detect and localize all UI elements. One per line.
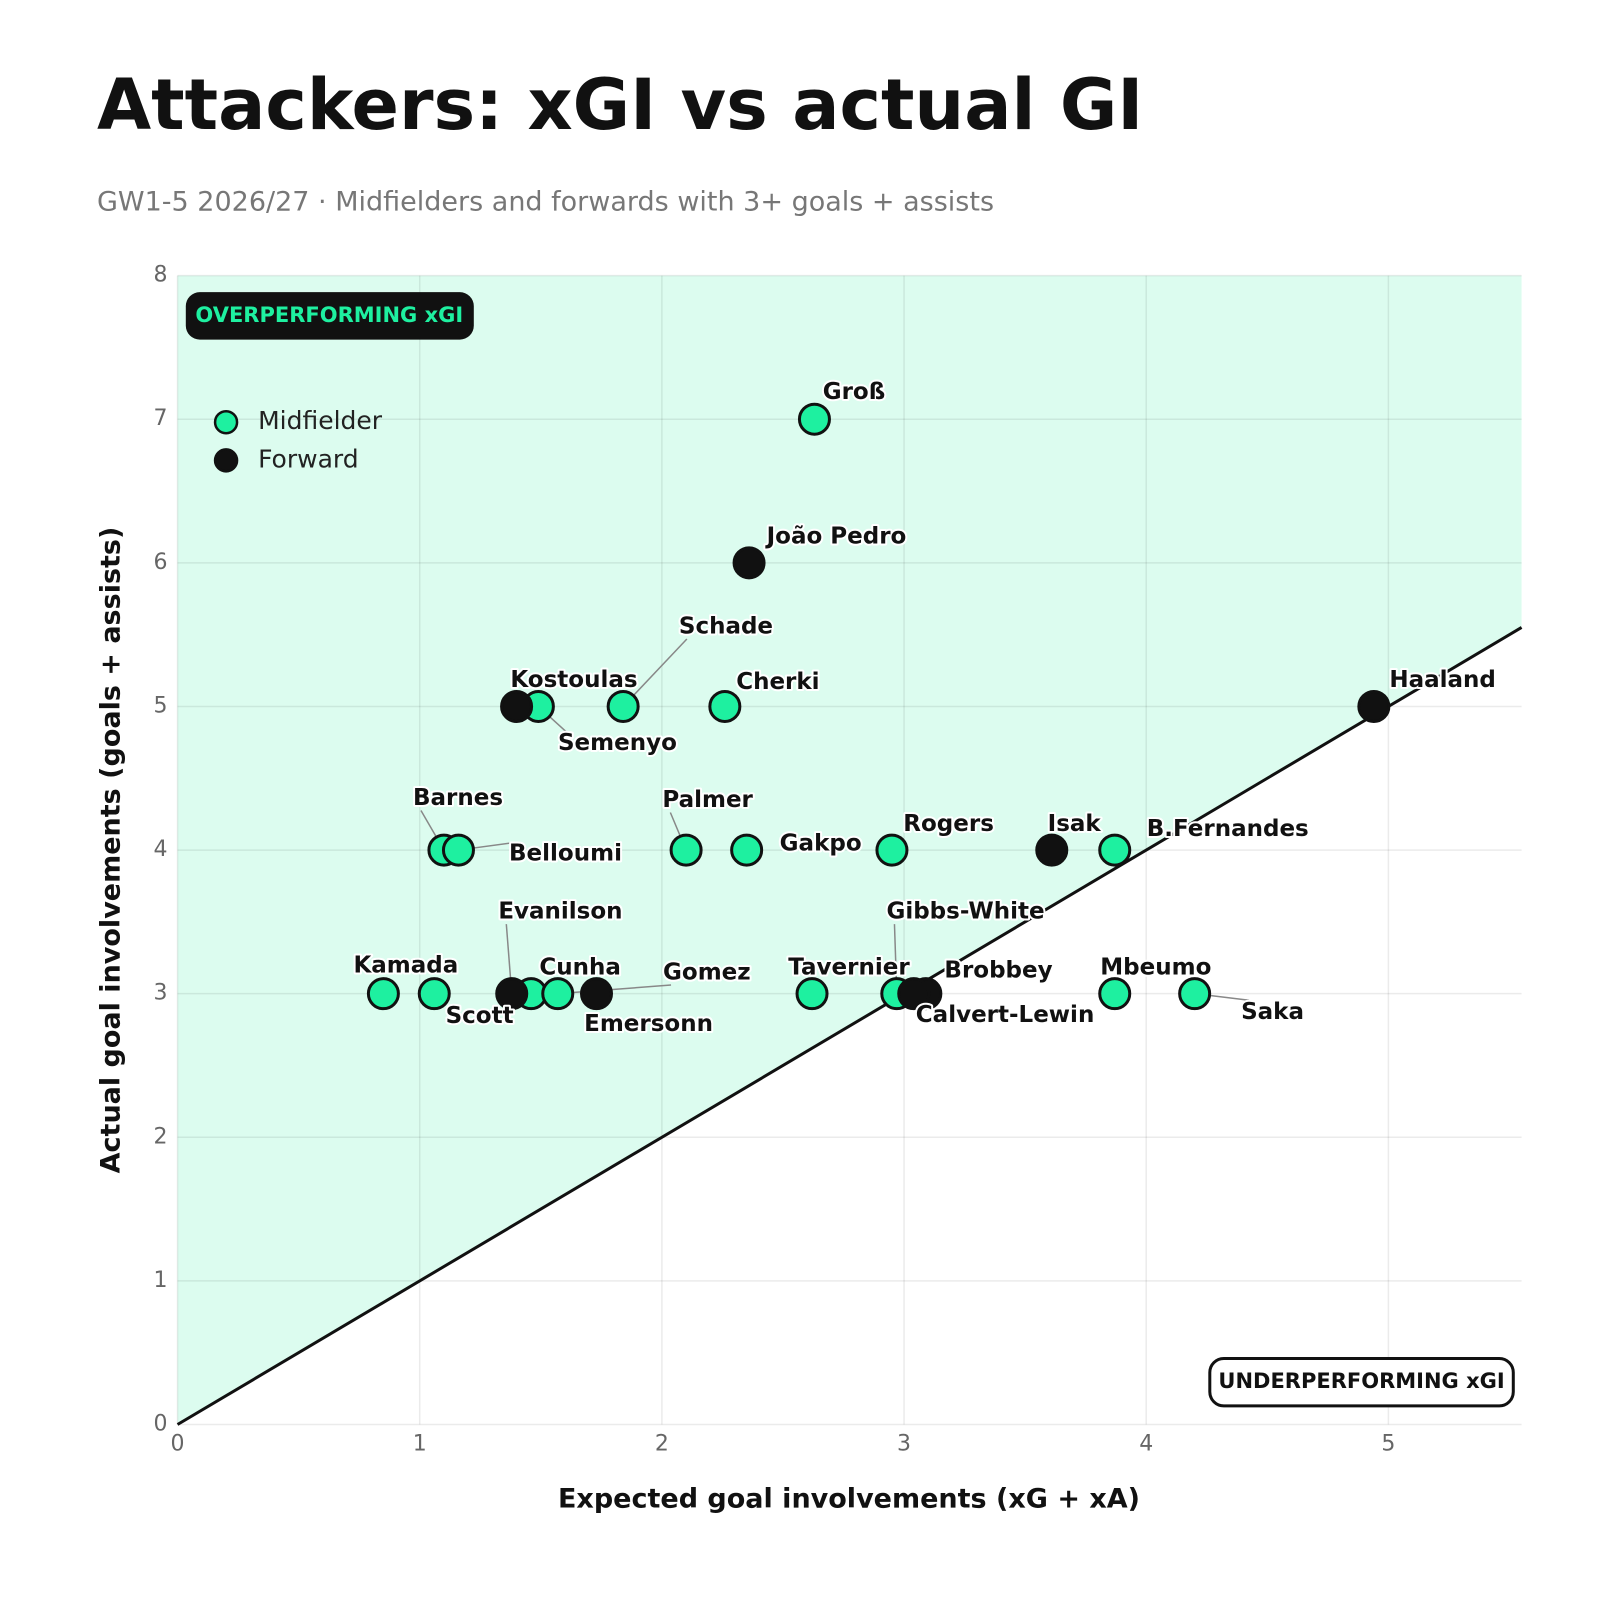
data-point xyxy=(579,977,613,1011)
annotation-box xyxy=(1208,1356,1515,1408)
data-point xyxy=(1035,833,1069,867)
data-point xyxy=(366,977,400,1011)
data-point xyxy=(795,977,829,1011)
point-label: Cunha xyxy=(539,954,621,980)
legend-label: Forward xyxy=(258,444,359,473)
annotation-box xyxy=(185,292,474,340)
point-label: Kamada xyxy=(353,952,458,978)
data-point xyxy=(669,833,703,867)
annotation: OVERPERFORMING xGI xyxy=(195,303,463,327)
data-point xyxy=(1098,977,1132,1011)
point-label: Isak xyxy=(1048,811,1102,837)
y-tick-label: 1 xyxy=(154,1268,168,1293)
y-tick-label: 6 xyxy=(154,550,168,575)
point-label: B.Fernandes xyxy=(1147,816,1309,842)
point-label: Gibbs-White xyxy=(886,899,1044,925)
point-label: Rogers xyxy=(903,811,994,837)
data-point xyxy=(875,833,909,867)
point-label: Emersonn xyxy=(584,1011,713,1037)
data-point xyxy=(897,977,931,1011)
data-point xyxy=(606,689,640,723)
y-tick-label: 4 xyxy=(154,837,168,862)
point-label: Scott xyxy=(446,1003,514,1029)
x-tick-label: 2 xyxy=(655,1432,669,1457)
y-axis-label: Actual goal involvements (goals + assist… xyxy=(96,527,127,1174)
y-tick-label: 2 xyxy=(154,1124,168,1149)
parity-line xyxy=(176,626,1523,1426)
point-label: Barnes xyxy=(413,785,503,811)
point-label: Calvert-Lewin xyxy=(916,1002,1095,1028)
chart-title: Attackers: xGI vs actual GI xyxy=(97,64,1143,146)
point-label: Brobbey xyxy=(944,957,1052,983)
point-label: Tavernier xyxy=(788,954,910,980)
data-point xyxy=(732,546,766,580)
x-axis-label: Expected goal involvements (xG + xA) xyxy=(558,1484,1140,1515)
x-tick-label: 0 xyxy=(171,1432,185,1457)
data-point xyxy=(1098,833,1132,867)
x-tick-label: 3 xyxy=(897,1432,911,1457)
point-label: Schade xyxy=(679,613,773,639)
point-label: Gomez xyxy=(663,960,751,986)
plot-area: 0 1 2 3 4 5 6 7 8 0 1 2 3 4 5 OVERPERFORMING xGI UNDERPE… xyxy=(154,263,1523,1457)
point-label: Groß xyxy=(823,379,886,405)
point-label: Saka xyxy=(1241,999,1304,1025)
data-point xyxy=(797,402,831,436)
point-label: Gakpo xyxy=(780,830,862,856)
data-point xyxy=(708,689,742,723)
legend-marker xyxy=(213,448,239,473)
annotation: UNDERPERFORMING xGI xyxy=(1218,1369,1504,1393)
point-label: Belloumi xyxy=(509,841,622,867)
data-point xyxy=(441,833,475,867)
legend-marker xyxy=(213,409,239,435)
data-point xyxy=(541,977,575,1011)
point-label: João Pedro xyxy=(765,524,907,550)
y-tick-label: 7 xyxy=(154,406,168,431)
overperform-region xyxy=(177,275,1522,1425)
point-label: Cherki xyxy=(736,669,819,695)
data-point xyxy=(730,833,764,867)
data-point xyxy=(500,689,534,723)
data-point xyxy=(1357,689,1391,723)
x-tick-label: 4 xyxy=(1139,1432,1153,1457)
y-tick-label: 8 xyxy=(154,263,168,288)
x-tick-label: 5 xyxy=(1381,1432,1395,1457)
y-tick-label: 3 xyxy=(154,981,168,1006)
point-label: Semenyo xyxy=(558,730,677,756)
chart-subtitle: GW1-5 2026/27 · Midfielders and forwards… xyxy=(97,187,994,218)
leader-line xyxy=(557,984,672,995)
point-label: Palmer xyxy=(662,787,753,813)
legend-label: Midfielder xyxy=(258,406,383,435)
point-label: Evanilson xyxy=(498,899,622,925)
point-label: Kostoulas xyxy=(510,667,637,693)
x-tick-label: 1 xyxy=(413,1432,427,1457)
data-point xyxy=(495,977,529,1011)
y-tick-label: 5 xyxy=(154,693,168,718)
point-label: Mbeumo xyxy=(1100,954,1211,980)
y-tick-label: 0 xyxy=(154,1412,168,1437)
point-label: Haaland xyxy=(1389,667,1496,693)
data-point xyxy=(1178,977,1212,1011)
data-point xyxy=(417,977,451,1011)
